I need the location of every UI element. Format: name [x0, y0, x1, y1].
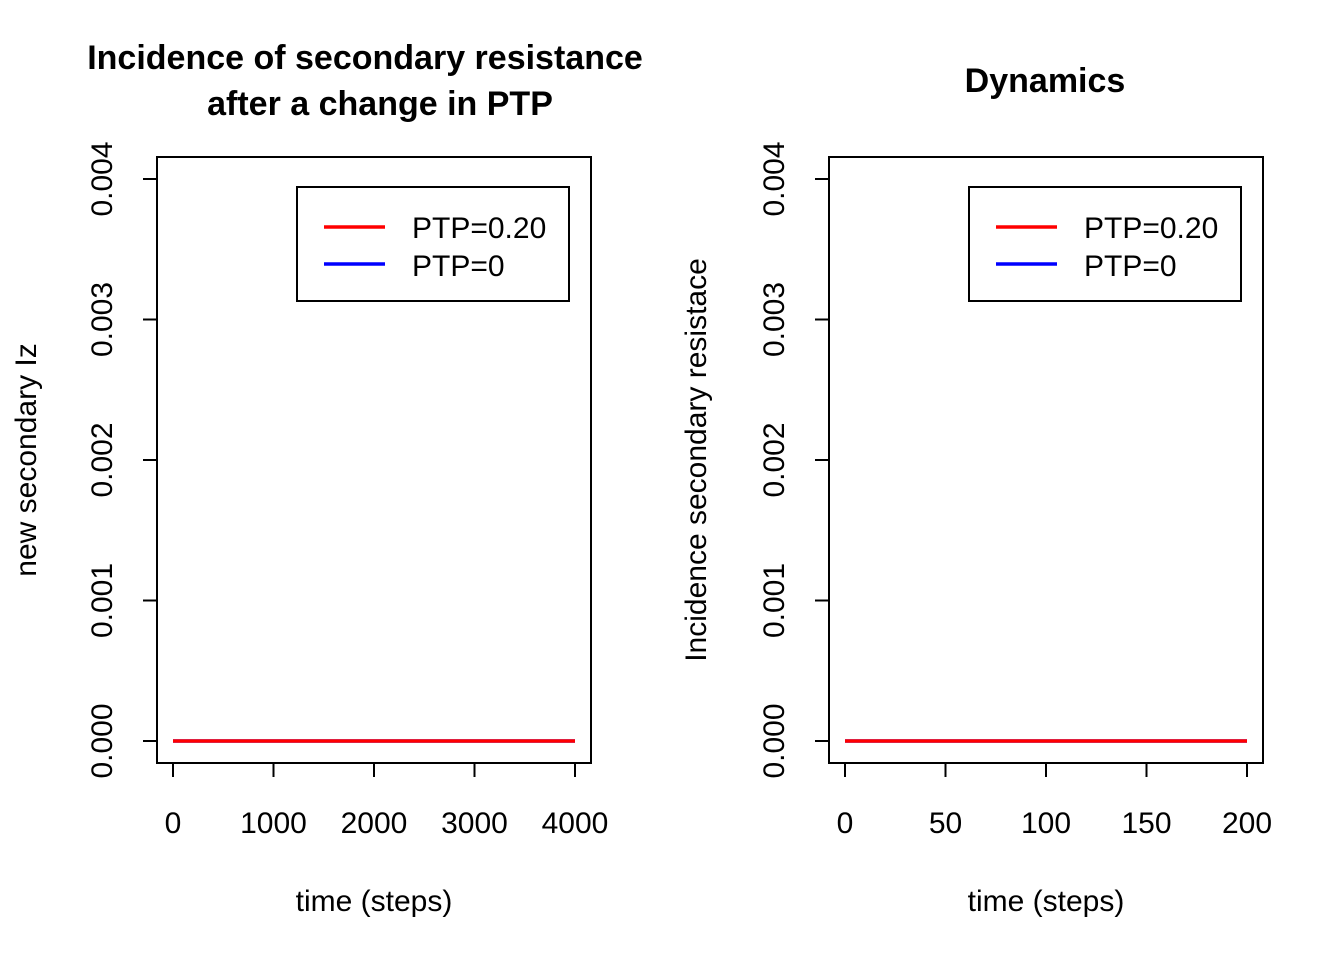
- x-axis: 0 1000 2000 3000 4000: [165, 762, 609, 840]
- legend-label-ptp-020: PTP=0.20: [1084, 212, 1218, 245]
- x-axis: 0 50 100 150 200: [837, 762, 1272, 840]
- legend-label-ptp-020: PTP=0.20: [412, 212, 546, 245]
- y-tick-label: 0.001: [86, 563, 119, 638]
- y-axis-label: Incidence secondary resistace: [680, 258, 713, 662]
- x-axis-label: time (steps): [968, 885, 1125, 918]
- chart-panel-1: Incidence of secondary resistance after …: [10, 39, 643, 918]
- legend: PTP=0.20 PTP=0: [296, 186, 570, 302]
- x-tick-label: 150: [1121, 807, 1171, 840]
- x-tick-label: 4000: [542, 807, 609, 840]
- y-tick-label: 0.001: [758, 563, 791, 638]
- y-tick-label: 0.003: [86, 282, 119, 357]
- x-tick-label: 0: [837, 807, 854, 840]
- y-axis: 0.000 0.001 0.002 0.003 0.004: [86, 141, 158, 779]
- y-axis-label: new secondary Iz: [10, 343, 43, 576]
- legend-label-ptp-0: PTP=0: [1084, 250, 1177, 283]
- chart-title: Dynamics: [965, 62, 1126, 100]
- legend-box: [968, 186, 1242, 302]
- y-tick-label: 0.003: [758, 282, 791, 357]
- y-tick-label: 0.004: [758, 141, 791, 216]
- x-tick-label: 200: [1222, 807, 1272, 840]
- chart-title-line-1: Incidence of secondary resistance: [87, 39, 643, 77]
- y-axis: 0.000 0.001 0.002 0.003 0.004: [758, 141, 830, 779]
- y-tick-label: 0.004: [86, 141, 119, 216]
- x-tick-label: 2000: [341, 807, 408, 840]
- legend-label-ptp-0: PTP=0: [412, 250, 505, 283]
- x-tick-label: 3000: [441, 807, 508, 840]
- x-tick-label: 0: [165, 807, 182, 840]
- x-tick-label: 50: [929, 807, 962, 840]
- y-tick-label: 0.000: [758, 703, 791, 778]
- legend: PTP=0.20 PTP=0: [968, 186, 1242, 302]
- y-tick-label: 0.002: [758, 422, 791, 497]
- y-tick-label: 0.002: [86, 422, 119, 497]
- y-tick-label: 0.000: [86, 703, 119, 778]
- legend-box: [296, 186, 570, 302]
- x-tick-label: 1000: [240, 807, 307, 840]
- x-axis-label: time (steps): [296, 885, 453, 918]
- x-tick-label: 100: [1021, 807, 1071, 840]
- chart-title-line-2: after a change in PTP: [207, 85, 553, 123]
- chart-panel-2: Dynamics 0 50 100 150 200 0.0000.0010.0020.0…: [680, 62, 1272, 918]
